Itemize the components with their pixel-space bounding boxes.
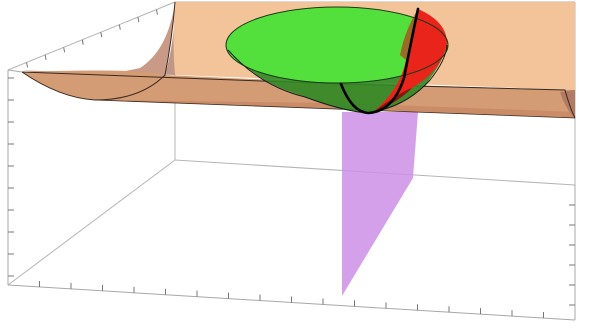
top-axis-tick: [118, 24, 121, 30]
top-axis-tick: [63, 47, 66, 53]
top-axis-tick: [26, 62, 29, 68]
paraboloid-bowl: [225, 6, 449, 114]
black-intersection-curve: [339, 7, 420, 115]
top-axis-tick: [100, 32, 103, 38]
top-axis-tick: [137, 17, 140, 23]
purple-vertical-plane: [342, 112, 418, 296]
tick-marks: [8, 9, 575, 319]
top-axis-tick: [44, 54, 47, 60]
red-paraboloid-section: [372, 9, 448, 113]
green-paraboloid-bowl: [226, 7, 448, 83]
top-axis-tick: [81, 39, 84, 45]
top-axis-tick: [155, 9, 158, 15]
